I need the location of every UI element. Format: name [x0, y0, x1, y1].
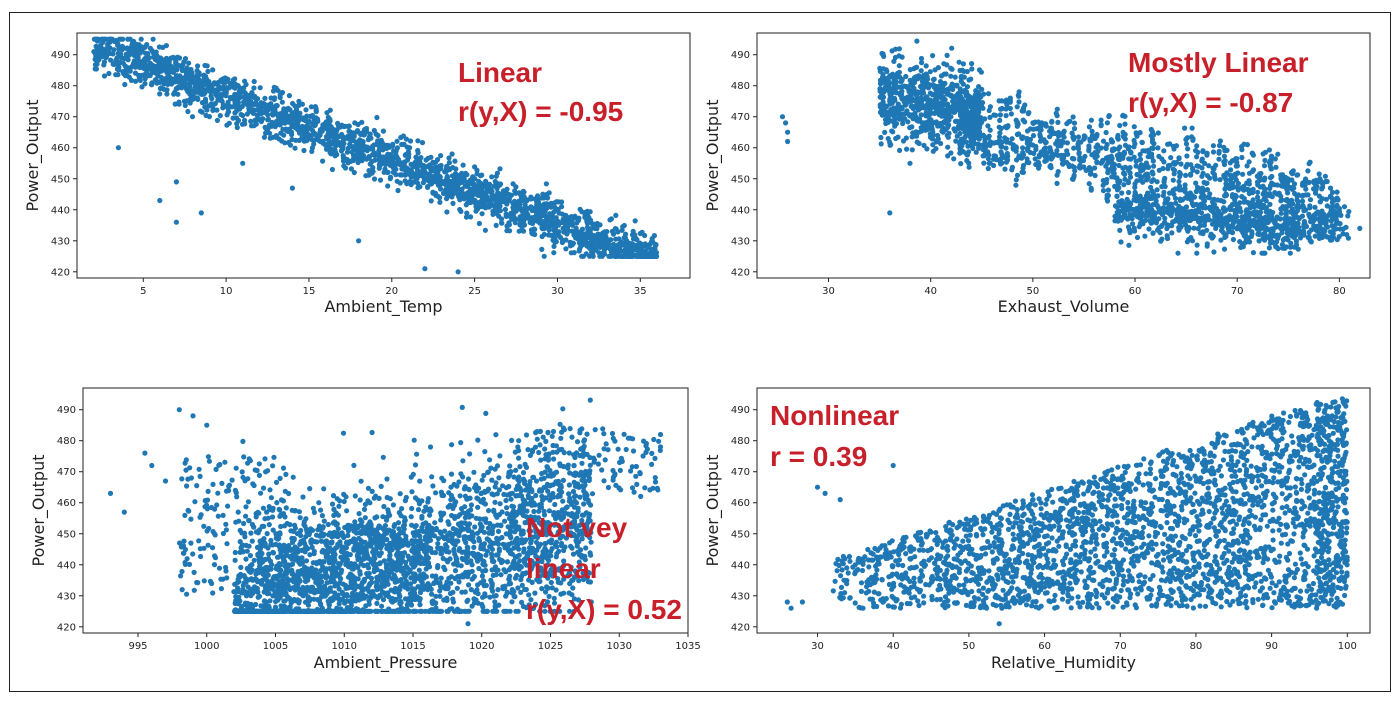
figure-frame — [9, 12, 1391, 692]
